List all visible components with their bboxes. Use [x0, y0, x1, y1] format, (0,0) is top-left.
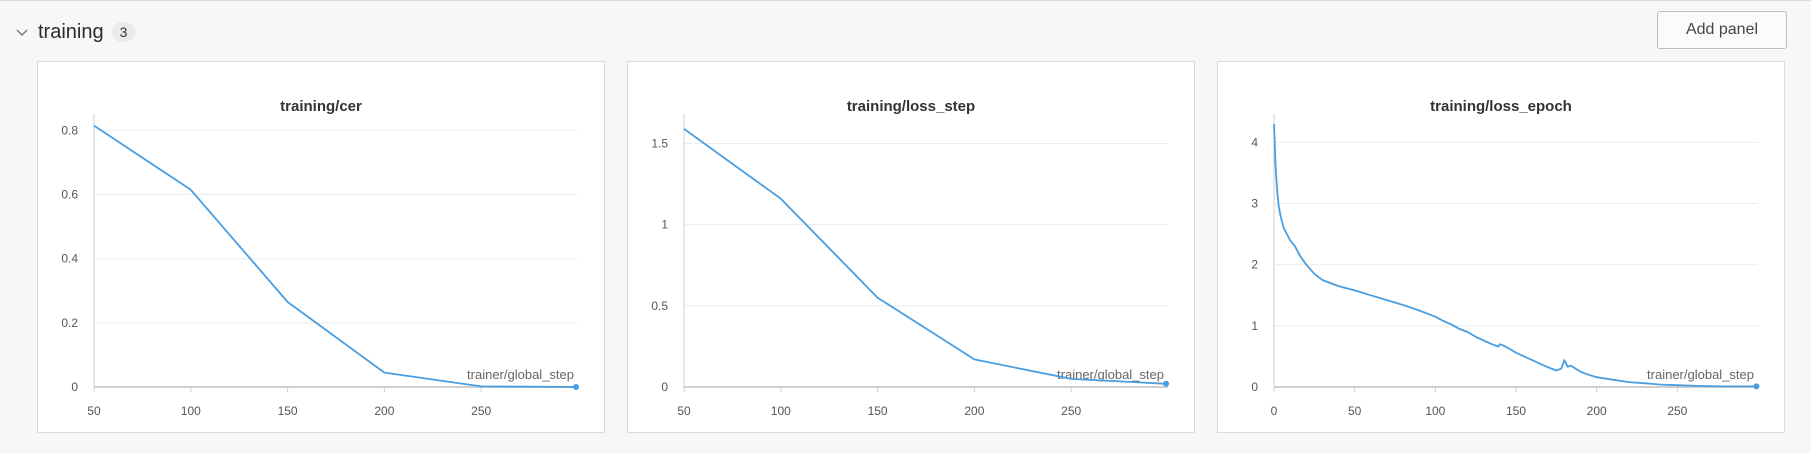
- chart-panel-loss-step[interactable]: training/loss_step 0 0.5 1 1.5 50 100 150 200 250…: [627, 61, 1195, 433]
- x-tick-label: 150: [278, 404, 298, 418]
- y-tick-label: 0.8: [61, 123, 78, 137]
- x-axis-label: trainer/global_step: [1647, 367, 1754, 382]
- series-end-point: [573, 384, 580, 390]
- y-tick-label: 0.4: [61, 252, 78, 266]
- x-tick-label: 250: [471, 404, 491, 418]
- x-tick-label: 50: [1348, 404, 1362, 418]
- series-line: [1273, 123, 1757, 388]
- x-tick-label: 50: [677, 404, 691, 418]
- x-tick-label: 250: [1667, 404, 1687, 418]
- chart-panel-cer[interactable]: training/cer 0 0.2 0.4 0.6 0.8 50 100 150 200 250 t…: [37, 61, 605, 433]
- x-tick-label: 250: [1061, 404, 1081, 418]
- series-end-point: [1163, 380, 1170, 387]
- add-panel-button[interactable]: Add panel: [1657, 11, 1787, 49]
- x-tick-label: 100: [771, 404, 791, 418]
- y-tick-label: 1.5: [651, 136, 668, 150]
- x-axis-label: trainer/global_step: [1057, 367, 1164, 382]
- series-line: [93, 124, 577, 388]
- y-tick-label: 0.6: [61, 188, 78, 202]
- series-line: [683, 128, 1167, 385]
- x-tick-label: 50: [87, 404, 101, 418]
- x-tick-label: 200: [1587, 404, 1607, 418]
- y-tick-label: 1: [661, 218, 668, 232]
- y-tick-label: 2: [1251, 258, 1258, 272]
- series-end-point: [1753, 383, 1760, 390]
- chart-panel-loss-epoch[interactable]: training/loss_epoch 0 1 2 3 4 0 50 100 150 200 250 t…: [1217, 61, 1785, 433]
- panel-count-badge: 3: [111, 22, 136, 42]
- x-tick-label: 150: [1506, 404, 1526, 418]
- y-tick-label: 4: [1251, 135, 1258, 149]
- chart-title: training/loss_epoch: [1430, 98, 1572, 115]
- section-title: training: [38, 20, 104, 43]
- chevron-down-icon[interactable]: [14, 24, 30, 40]
- section-header[interactable]: training 3: [14, 18, 136, 46]
- x-tick-label: 100: [181, 404, 201, 418]
- x-tick-label: 200: [964, 404, 984, 418]
- y-tick-label: 0.2: [61, 316, 78, 330]
- chart-cer: training/cer 0 0.2 0.4 0.6 0.8 50 100 150 200 250 t…: [61, 98, 580, 418]
- top-divider: [0, 0, 1811, 1]
- chart-title: training/cer: [280, 98, 362, 115]
- x-tick-label: 100: [1425, 404, 1445, 418]
- x-tick-label: 200: [374, 404, 394, 418]
- y-tick-label: 0.5: [651, 299, 668, 313]
- chart-title: training/loss_step: [847, 98, 975, 115]
- y-tick-label: 0: [1251, 380, 1258, 394]
- chart-loss-step: training/loss_step 0 0.5 1 1.5 50 100 150 200 250…: [651, 98, 1170, 418]
- y-tick-label: 0: [71, 380, 78, 394]
- x-tick-label: 0: [1271, 404, 1278, 418]
- y-tick-label: 0: [661, 380, 668, 394]
- y-tick-label: 3: [1251, 197, 1258, 211]
- chart-loss-epoch: training/loss_epoch 0 1 2 3 4 0 50 100 150 200 250 t…: [1251, 98, 1760, 418]
- x-tick-label: 150: [868, 404, 888, 418]
- y-tick-label: 1: [1251, 319, 1258, 333]
- x-axis-label: trainer/global_step: [467, 367, 574, 382]
